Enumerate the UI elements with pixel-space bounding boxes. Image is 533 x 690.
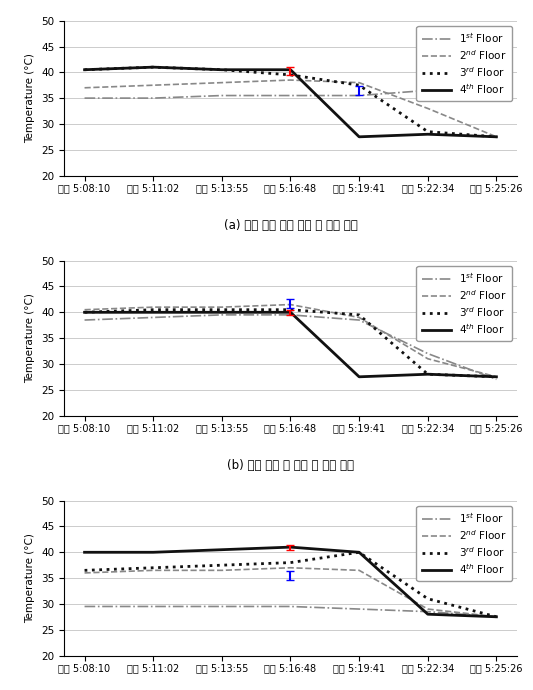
Text: (a) 제방 좌안 측의 제체 내 온도 변화: (a) 제방 좌안 측의 제체 내 온도 변화 [224,219,357,232]
Legend: $1^{st}$ Floor, $2^{nd}$ Floor, $3^{rd}$ Floor, $4^{th}$ Floor: $1^{st}$ Floor, $2^{nd}$ Floor, $3^{rd}$… [416,266,512,341]
Y-axis label: Temperature (°C): Temperature (°C) [26,533,35,623]
Y-axis label: Temperature (°C): Temperature (°C) [26,293,35,383]
Y-axis label: Temperature (°C): Temperature (°C) [26,53,35,143]
Text: (b) 제방 우안 측 제체 내 온도 변화: (b) 제방 우안 측 제체 내 온도 변화 [227,459,354,472]
Legend: $1^{st}$ Floor, $2^{nd}$ Floor, $3^{rd}$ Floor, $4^{th}$ Floor: $1^{st}$ Floor, $2^{nd}$ Floor, $3^{rd}$… [416,506,512,581]
Legend: $1^{st}$ Floor, $2^{nd}$ Floor, $3^{rd}$ Floor, $4^{th}$ Floor: $1^{st}$ Floor, $2^{nd}$ Floor, $3^{rd}$… [416,26,512,101]
